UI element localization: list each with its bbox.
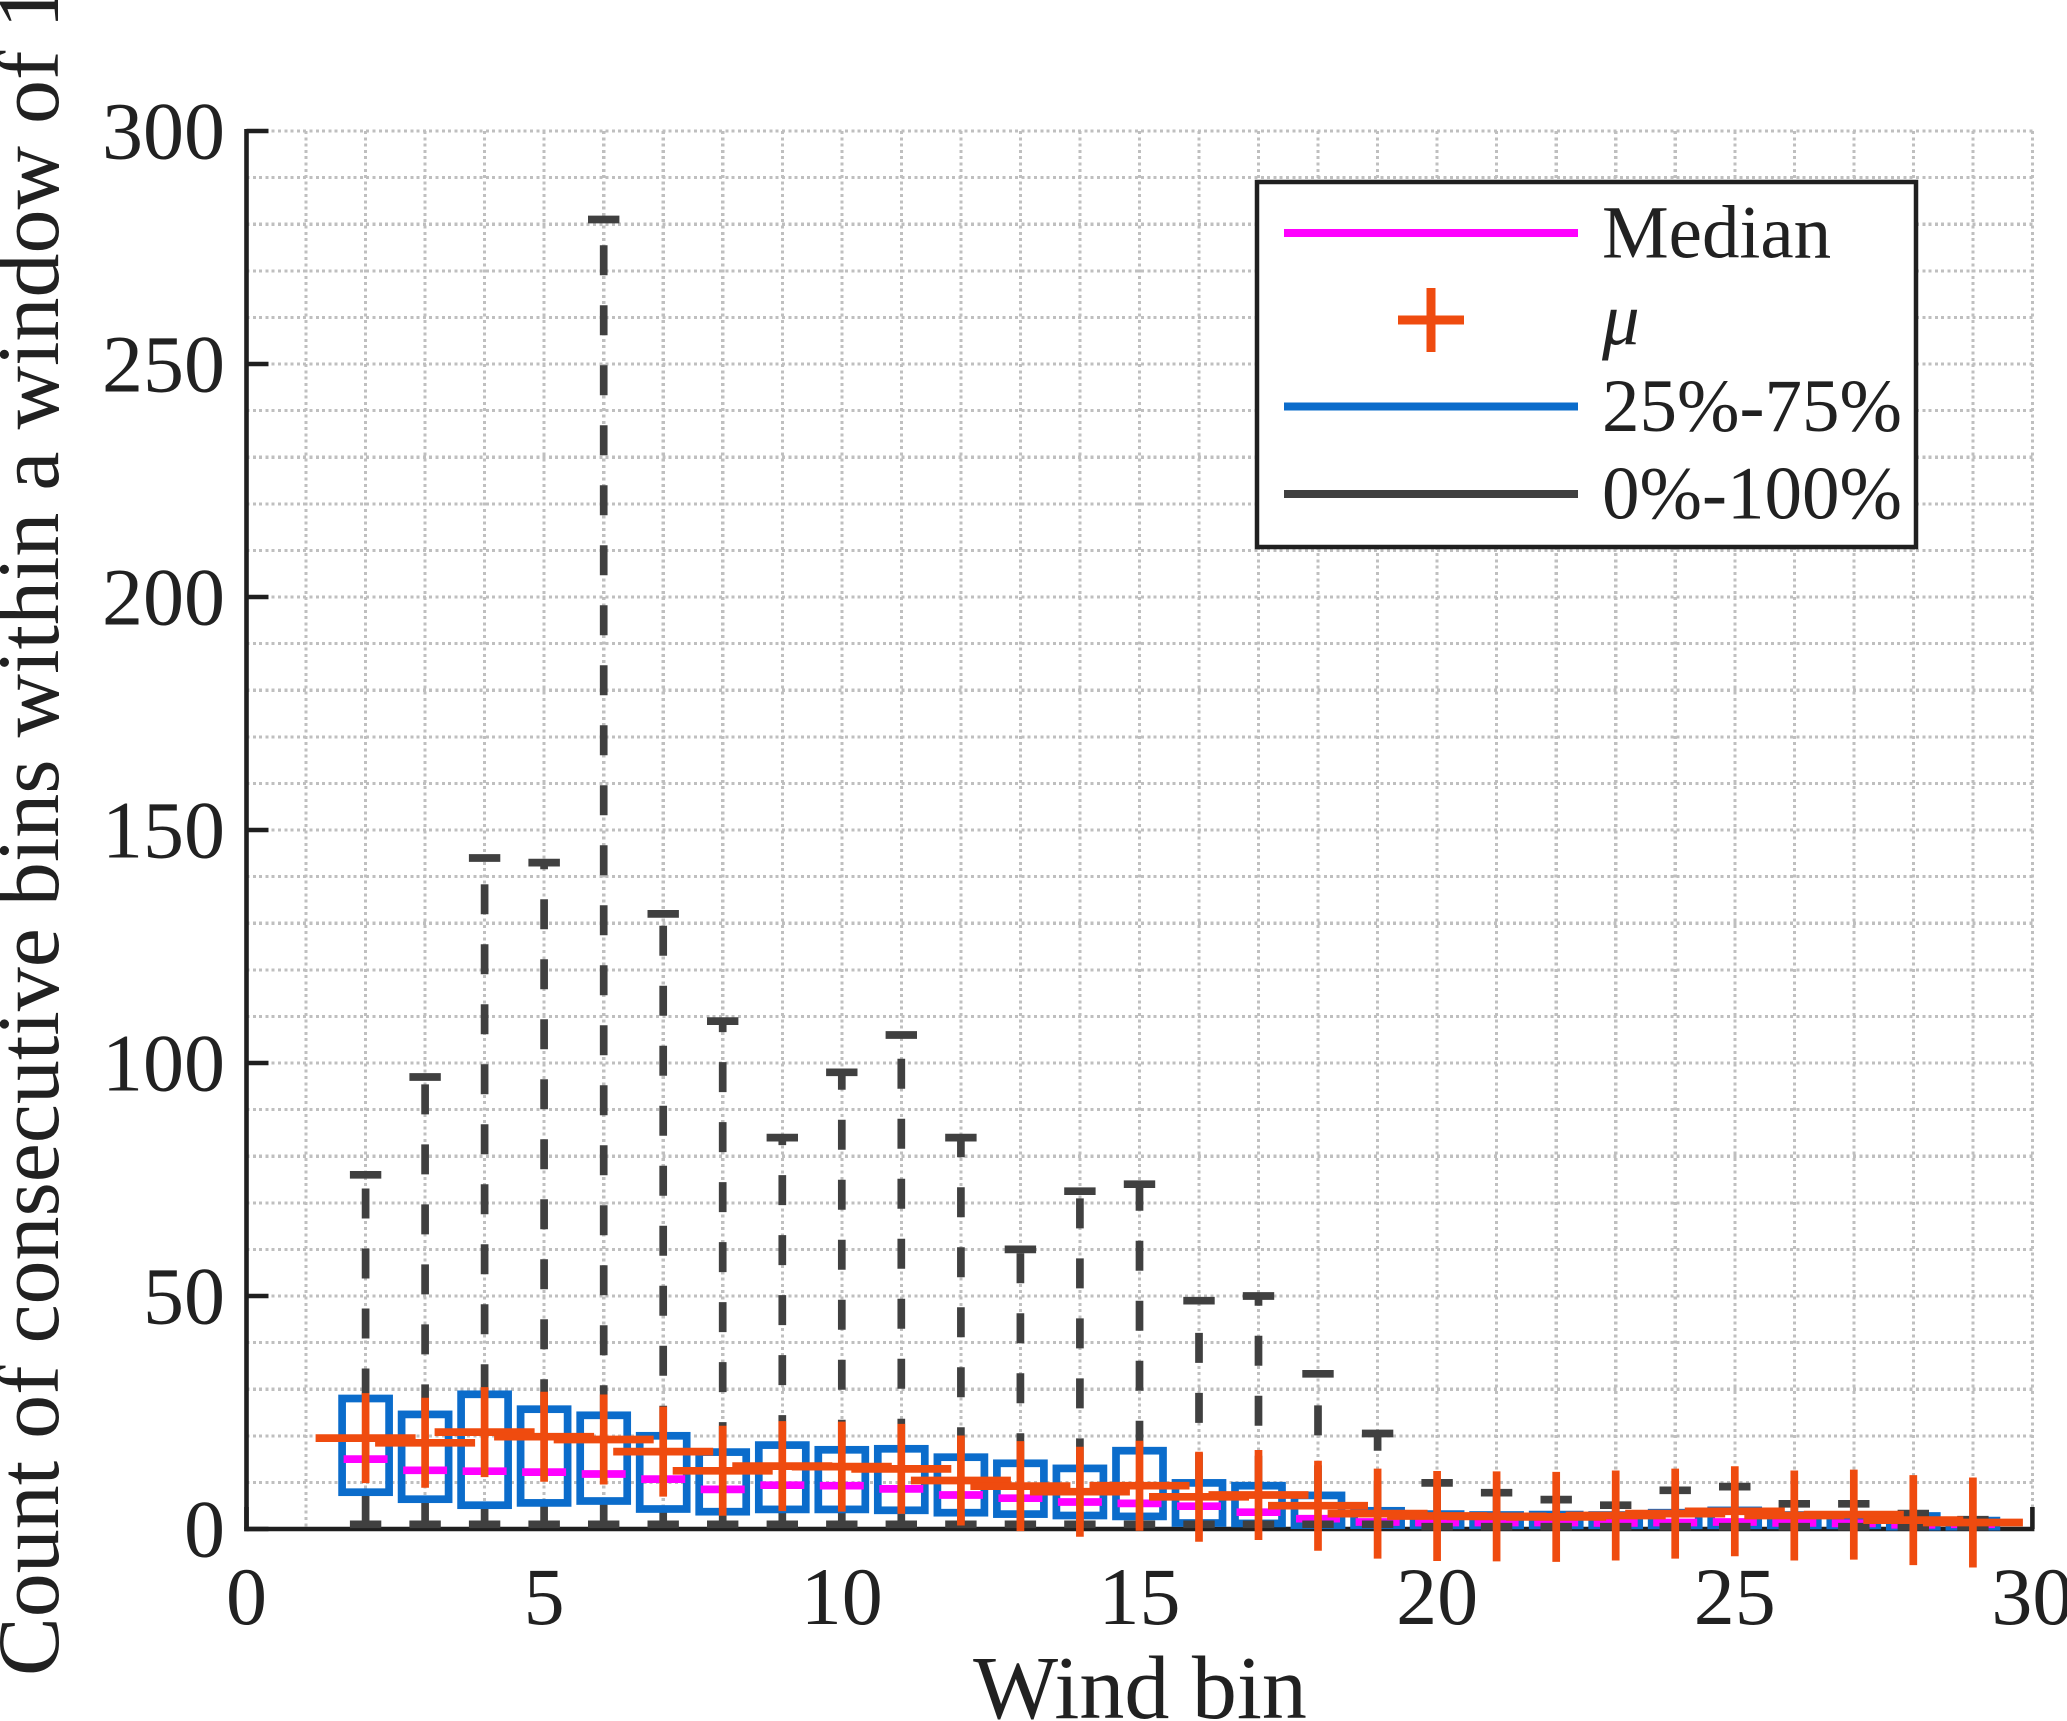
svg-text:150: 150	[102, 785, 225, 876]
svg-text:300: 300	[102, 86, 225, 177]
svg-text:0: 0	[184, 1484, 225, 1575]
svg-text:25%-75%: 25%-75%	[1602, 365, 1902, 448]
svg-text:30: 30	[1991, 1551, 2067, 1642]
svg-text:250: 250	[102, 319, 225, 410]
svg-text:200: 200	[102, 552, 225, 643]
svg-text:10: 10	[801, 1551, 883, 1642]
svg-text:50: 50	[143, 1251, 225, 1342]
svg-text:0: 0	[226, 1551, 267, 1642]
svg-text:Wind bin: Wind bin	[973, 1639, 1307, 1721]
svg-text:μ: μ	[1601, 279, 1640, 362]
svg-text:5: 5	[524, 1551, 565, 1642]
svg-text:20: 20	[1396, 1551, 1478, 1642]
svg-text:100: 100	[102, 1018, 225, 1109]
svg-text:25: 25	[1694, 1551, 1776, 1642]
svg-text:15: 15	[1099, 1551, 1181, 1642]
svg-text:Count of consecutive bins with: Count of consecutive bins within a windo…	[0, 0, 78, 1676]
svg-text:0%-100%: 0%-100%	[1602, 453, 1902, 536]
svg-text:Median: Median	[1602, 192, 1831, 275]
